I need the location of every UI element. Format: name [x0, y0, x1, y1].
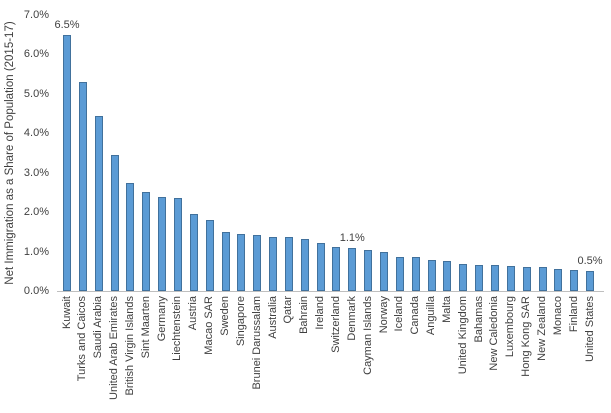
bar-anguilla: [427, 260, 436, 291]
y-tick-label-6-0: 6.0%: [23, 48, 49, 61]
bar-norway: [380, 251, 388, 291]
x-label-new-zealand: New Zealand: [536, 296, 548, 361]
bar-qatar: [284, 237, 293, 291]
bar-austria: [189, 214, 198, 291]
data-label-denmark: 1.1%: [339, 231, 365, 244]
data-label-united-states: 0.5%: [577, 255, 603, 268]
bar-bahrain: [300, 238, 309, 291]
x-label-finland: Finland: [567, 296, 580, 333]
bar-new-caledonia: [490, 265, 499, 291]
bar-united-arab-emirates: [110, 155, 119, 291]
bar-finland: [570, 270, 579, 291]
x-label-monaco: Monaco: [551, 296, 564, 336]
x-label-hong-kong-sar: Hong Kong SAR: [520, 296, 533, 377]
y-tick-label-3-0: 3.0%: [23, 166, 49, 179]
bar-denmark: [348, 247, 357, 291]
bar-kuwait: [63, 34, 71, 291]
bar-turks-and-caicos: [78, 82, 87, 291]
x-label-united-arab-emirates: United Arab Emirates: [108, 296, 120, 400]
bar-sweden: [221, 231, 230, 291]
x-label-singapore: Singapore: [234, 296, 247, 347]
x-label-iceland: Iceland: [393, 296, 406, 332]
x-label-new-caledonia: New Caledonia: [488, 296, 501, 371]
x-label-luxembourg: Luxembourg: [504, 296, 517, 358]
bar-luxembourg: [506, 266, 515, 291]
x-label-united-states: United States: [583, 296, 596, 363]
x-label-brunei-darussalam: Brunei Darussalam: [250, 296, 263, 390]
y-tick-label-2-0: 2.0%: [23, 206, 49, 219]
x-label-germany: Germany: [155, 296, 168, 342]
x-label-anguilla: Anguilla: [425, 296, 438, 336]
bar-australia: [269, 236, 277, 291]
bar-switzerland: [332, 246, 341, 291]
bar-brunei-darussalam: [253, 235, 262, 291]
bar-ireland: [316, 242, 325, 291]
x-label-australia: Australia: [266, 296, 279, 339]
x-label-bahrain: Bahrain: [298, 296, 311, 334]
bar-iceland: [395, 256, 404, 291]
bar-germany: [158, 197, 167, 291]
x-label-cayman-islands: Cayman Islands: [361, 296, 374, 375]
bar-sint-maarten: [142, 192, 151, 291]
x-label-kuwait: Kuwait: [60, 296, 73, 330]
bar-cayman-islands: [364, 249, 373, 291]
bar-singapore: [237, 233, 246, 291]
x-label-qatar: Qatar: [282, 296, 295, 324]
x-label-malta: Malta: [440, 296, 453, 323]
bar-new-zealand: [538, 266, 547, 291]
x-axis-line: [57, 291, 604, 292]
y-tick-label-1-0: 1.0%: [23, 245, 49, 258]
x-label-canada: Canada: [409, 296, 422, 335]
data-label-kuwait: 6.5%: [54, 18, 80, 31]
x-label-saudi-arabia: Saudi Arabia: [92, 296, 105, 359]
y-tick-label-4-0: 4.0%: [23, 127, 49, 140]
bar-monaco: [554, 268, 563, 291]
x-label-sweden: Sweden: [219, 296, 231, 336]
bar-british-virgin-islands: [126, 182, 135, 291]
bar-united-kingdom: [459, 264, 468, 291]
y-tick-label-0-0: 0.0%: [23, 285, 49, 297]
y-tick-label-7-0: 7.0%: [23, 9, 49, 21]
x-label-denmark: Denmark: [345, 296, 358, 341]
x-label-turks-and-caicos: Turks and Caicos: [76, 296, 89, 382]
x-label-switzerland: Switzerland: [329, 296, 342, 353]
x-label-austria: Austria: [187, 296, 200, 331]
x-label-macao-sar: Macao SAR: [203, 296, 216, 355]
bar-hong-kong-sar: [522, 266, 531, 291]
x-label-sint-maarten: Sint Maarten: [139, 296, 152, 359]
x-label-united-kingdom: United Kingdom: [456, 296, 469, 375]
bar-liechtenstein: [173, 197, 182, 291]
x-label-bahamas: Bahamas: [472, 296, 485, 343]
y-tick-label-5-0: 5.0%: [23, 87, 49, 100]
bar-malta: [443, 260, 452, 291]
x-label-ireland: Ireland: [314, 296, 327, 330]
bar-saudi-arabia: [94, 115, 103, 291]
x-label-liechtenstein: Liechtenstein: [171, 296, 184, 361]
bar-canada: [411, 257, 420, 291]
bar-united-states: [586, 271, 594, 291]
x-label-norway: Norway: [377, 296, 390, 334]
bar-bahamas: [475, 265, 484, 291]
bar-macao-sar: [205, 220, 214, 291]
x-label-british-virgin-islands: British Virgin Islands: [123, 296, 136, 396]
